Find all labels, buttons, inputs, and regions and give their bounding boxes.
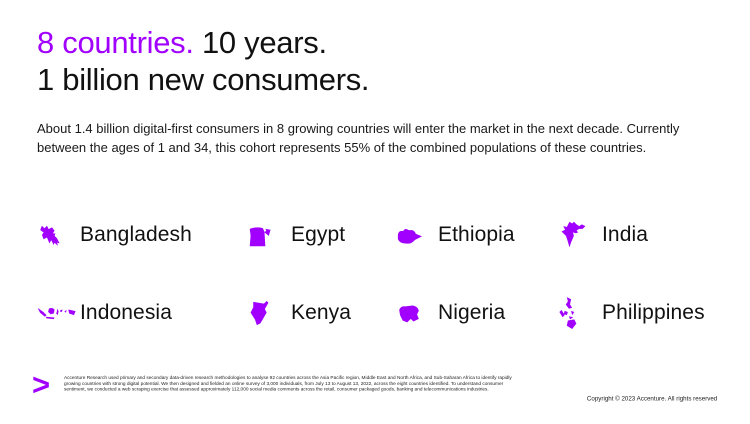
copyright-text: Copyright © 2023 Accenture. All rights r…	[586, 395, 717, 403]
ethiopia-map-icon	[394, 223, 438, 248]
indonesia-map-icon	[36, 305, 80, 322]
nigeria-map-icon	[394, 301, 438, 326]
philippines-map-icon	[558, 296, 602, 330]
headline-highlight: 8 countries.	[37, 25, 194, 60]
page-title: 8 countries. 10 years. 1 billion new con…	[37, 24, 370, 98]
country-grid: Bangladesh Egypt Ethiopia India Indonesi	[36, 196, 728, 352]
country-label: Bangladesh	[80, 223, 192, 246]
headline-line-2: 1 billion new consumers.	[37, 62, 370, 97]
egypt-map-icon	[247, 222, 291, 248]
country-item-india: India	[558, 220, 728, 250]
country-item-nigeria: Nigeria	[394, 301, 558, 326]
bangladesh-map-icon	[36, 220, 80, 250]
country-item-kenya: Kenya	[247, 299, 394, 328]
accenture-greater-than-logo: >	[32, 367, 51, 402]
headline-rest: 10 years.	[193, 25, 327, 60]
country-label: Philippines	[602, 301, 705, 324]
india-map-icon	[558, 220, 602, 250]
headline-line-1: 8 countries. 10 years.	[37, 24, 369, 61]
country-label: Indonesia	[80, 301, 172, 324]
country-item-bangladesh: Bangladesh	[36, 220, 247, 250]
methodology-line-2: growing countries with strong digital po…	[64, 380, 504, 387]
methodology-footnote: Accenture Research used primary and seco…	[64, 375, 569, 399]
country-item-indonesia: Indonesia	[36, 301, 247, 325]
country-label: Egypt	[291, 223, 346, 246]
country-item-egypt: Egypt	[247, 222, 394, 248]
methodology-line-3: sentiment, we conducted a web scraping e…	[64, 386, 489, 393]
kenya-map-icon	[247, 299, 291, 328]
country-label: Kenya	[291, 301, 352, 324]
methodology-line-1: Accenture Research used primary and seco…	[64, 375, 512, 381]
country-item-philippines: Philippines	[558, 296, 728, 330]
country-label: Nigeria	[438, 301, 506, 324]
country-item-ethiopia: Ethiopia	[394, 223, 558, 248]
country-label: India	[602, 223, 649, 246]
country-label: Ethiopia	[438, 223, 515, 246]
intro-text: About 1.4 billion digital-first consumer…	[37, 121, 680, 155]
